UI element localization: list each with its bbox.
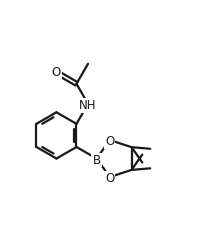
Text: O: O [52,66,61,79]
Text: B: B [92,154,100,167]
Text: O: O [105,172,114,185]
Text: NH: NH [79,99,97,112]
Text: O: O [105,135,114,148]
